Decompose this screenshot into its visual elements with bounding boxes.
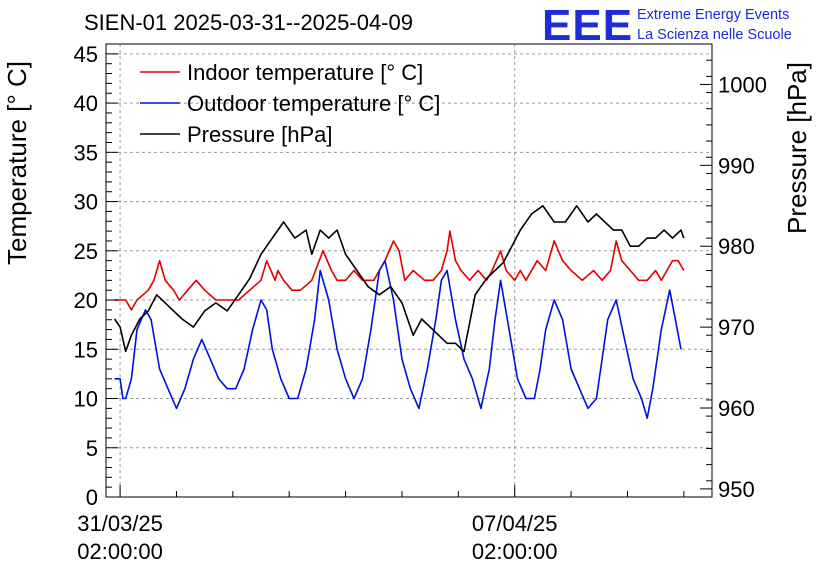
grid xyxy=(106,44,712,497)
y-left-tick-label: 20 xyxy=(74,288,98,313)
y-left-tick-label: 25 xyxy=(74,239,98,264)
y-right-tick-label: 970 xyxy=(718,315,755,340)
y-right-tick-label: 950 xyxy=(718,477,755,502)
y-right-tick-label: 960 xyxy=(718,396,755,421)
y-right-tick-label: 990 xyxy=(718,153,755,178)
legend-label: Outdoor temperature [° C] xyxy=(187,91,440,116)
x-tick-label-date: 31/03/25 xyxy=(77,511,163,536)
x-tick-label-time: 02:00:00 xyxy=(472,539,558,564)
y-left-tick-label: 10 xyxy=(74,387,98,412)
x-tick-label-date: 07/04/25 xyxy=(472,511,558,536)
legend: Indoor temperature [° C] Outdoor temperat… xyxy=(140,60,440,147)
chart-title: SIEN-01 2025-03-31--2025-04-09 xyxy=(84,10,413,35)
y-left-tick-label: 15 xyxy=(74,337,98,362)
legend-label: Pressure [hPa] xyxy=(187,122,333,147)
x-axis: 31/03/25 02:00:00 07/04/25 02:00:00 xyxy=(77,485,685,564)
eee-logo-line2: La Scienza nelle Scuole xyxy=(637,27,792,43)
y-axis-right-label: Pressure [hPa] xyxy=(782,62,812,234)
right-axis: 950 960 970 980 990 1000 xyxy=(700,43,767,502)
eee-logo: EEE Extreme Energy Events La Scienza nel… xyxy=(542,1,792,50)
series-line-outdoor-temperature-c xyxy=(114,259,682,420)
eee-logo-line1: Extreme Energy Events xyxy=(637,7,789,23)
series-line-pressure-hpa xyxy=(113,205,685,353)
y-right-tick-label: 1000 xyxy=(718,72,767,97)
y-right-tick-label: 980 xyxy=(718,234,755,259)
x-tick-label-time: 02:00:00 xyxy=(77,539,163,564)
y-left-tick-label: 30 xyxy=(74,190,98,215)
series-line-indoor-temperature-c xyxy=(114,230,685,311)
y-left-tick-label: 45 xyxy=(74,42,98,67)
y-left-tick-label: 40 xyxy=(74,91,98,116)
y-left-tick-label: 35 xyxy=(74,140,98,165)
eee-logo-mark: EEE xyxy=(542,1,633,50)
left-axis: 0 5 10 15 20 25 30 35 40 45 xyxy=(74,42,118,510)
legend-label: Indoor temperature [° C] xyxy=(187,60,423,85)
y-axis-left-label: Temperature [° C] xyxy=(2,61,32,265)
y-left-tick-label: 5 xyxy=(86,436,98,461)
y-left-tick-label: 0 xyxy=(86,485,98,510)
series-layer xyxy=(113,205,685,420)
